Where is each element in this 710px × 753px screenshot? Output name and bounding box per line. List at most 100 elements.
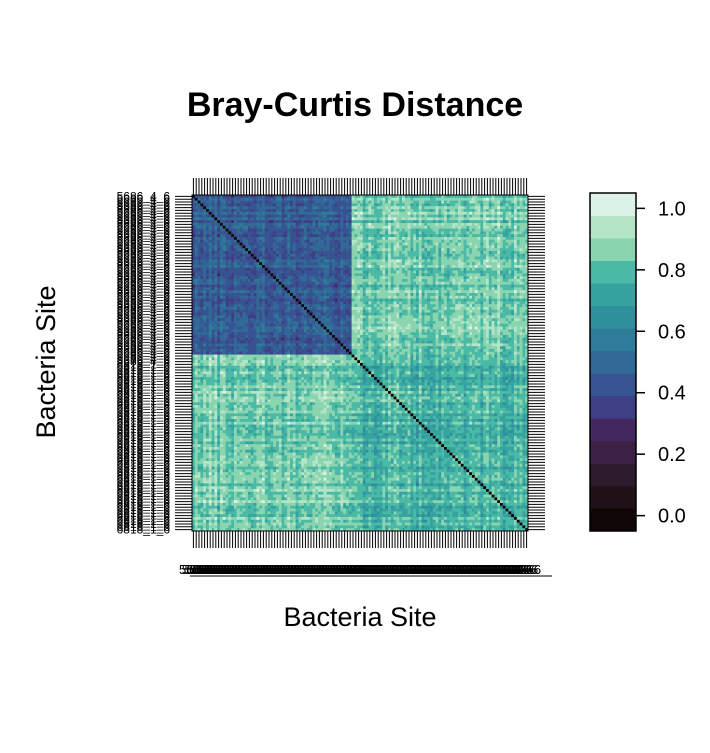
heatmap-cell (438, 259, 442, 263)
heatmap-cell (407, 237, 411, 241)
heatmap-cell (312, 248, 316, 252)
heatmap-cell (222, 214, 226, 218)
heatmap-cell (284, 225, 288, 229)
heatmap-cell (514, 265, 518, 269)
heatmap-cell (483, 262, 487, 266)
heatmap-cell (217, 309, 221, 313)
heatmap-cell (494, 225, 498, 229)
heatmap-cell (390, 267, 394, 271)
heatmap-cell (508, 237, 512, 241)
heatmap-cell (337, 309, 341, 313)
heatmap-cell (217, 248, 221, 252)
heatmap-cell (340, 279, 344, 283)
heatmap-cell (519, 200, 523, 204)
heatmap-cell (427, 231, 431, 235)
heatmap-cell (231, 298, 235, 302)
heatmap-cell (382, 304, 386, 308)
heatmap-cell (343, 206, 347, 210)
heatmap-cell (225, 262, 229, 266)
heatmap-cell (262, 304, 266, 308)
heatmap-cell (270, 242, 274, 246)
heatmap-cell (267, 281, 271, 285)
heatmap-cell (463, 267, 467, 271)
heatmap-cell (466, 214, 470, 218)
heatmap-cell (278, 265, 282, 269)
heatmap-cell (458, 237, 462, 241)
heatmap-cell (483, 295, 487, 299)
heatmap-cell (197, 267, 201, 271)
heatmap-cell (390, 298, 394, 302)
heatmap-cell (500, 234, 504, 238)
heatmap-cell (334, 209, 338, 213)
heatmap-cell (253, 256, 257, 260)
heatmap-cell (413, 256, 417, 260)
heatmap-cell (469, 281, 473, 285)
heatmap-cell (295, 262, 299, 266)
heatmap-cell (292, 214, 296, 218)
heatmap-cell (472, 234, 476, 238)
heatmap-cell (211, 217, 215, 221)
heatmap-cell (368, 304, 372, 308)
heatmap-cell (407, 195, 411, 199)
heatmap-cell (449, 267, 453, 271)
heatmap-cell (472, 217, 476, 221)
heatmap-cell (197, 209, 201, 213)
heatmap-cell (399, 307, 403, 311)
heatmap-cell (295, 237, 299, 241)
heatmap-cell (262, 217, 266, 221)
heatmap-cell (365, 276, 369, 280)
heatmap-cell (430, 220, 434, 224)
heatmap-cell (407, 220, 411, 224)
heatmap-cell (267, 220, 271, 224)
heatmap-cell (250, 293, 254, 297)
heatmap-cell (278, 293, 282, 297)
heatmap-cell (340, 290, 344, 294)
heatmap-cell (248, 206, 252, 210)
heatmap-cell (396, 307, 400, 311)
heatmap-cell (197, 248, 201, 252)
heatmap-cell (399, 195, 403, 199)
heatmap-cell (516, 253, 520, 257)
heatmap-cell (458, 197, 462, 201)
heatmap-cell (326, 267, 330, 271)
heatmap-cell (332, 284, 336, 288)
heatmap-cell (253, 301, 257, 305)
heatmap-cell (488, 301, 492, 305)
heatmap-cell (267, 211, 271, 215)
heatmap-cell (466, 245, 470, 249)
heatmap-cell (284, 242, 288, 246)
heatmap-cell (519, 245, 523, 249)
heatmap-cell (396, 223, 400, 227)
heatmap-cell (365, 287, 369, 291)
heatmap-cell (329, 225, 333, 229)
heatmap-cell (460, 301, 464, 305)
heatmap-cell (410, 284, 414, 288)
heatmap-cell (469, 203, 473, 207)
heatmap-cell (441, 287, 445, 291)
heatmap-cell (463, 301, 467, 305)
heatmap-cell (365, 225, 369, 229)
heatmap-cell (430, 251, 434, 255)
heatmap-cell (312, 234, 316, 238)
heatmap-cell (376, 197, 380, 201)
heatmap-cell (267, 237, 271, 241)
heatmap-cell (320, 209, 324, 213)
heatmap-cell (402, 273, 406, 277)
heatmap-cell (508, 242, 512, 246)
heatmap-cell (264, 237, 268, 241)
heatmap-cell (256, 279, 260, 283)
heatmap-cell (472, 284, 476, 288)
heatmap-cell (292, 200, 296, 204)
heatmap-cell (474, 200, 478, 204)
heatmap-cell (466, 279, 470, 283)
heatmap-cell (343, 248, 347, 252)
heatmap-cell (245, 228, 249, 232)
heatmap-cell (371, 279, 375, 283)
heatmap-cell (334, 253, 338, 257)
heatmap-cell (494, 203, 498, 207)
heatmap-cell (396, 211, 400, 215)
heatmap-cell (424, 307, 428, 311)
heatmap-cell (449, 234, 453, 238)
heatmap-cell (427, 295, 431, 299)
heatmap-cell (460, 298, 464, 302)
